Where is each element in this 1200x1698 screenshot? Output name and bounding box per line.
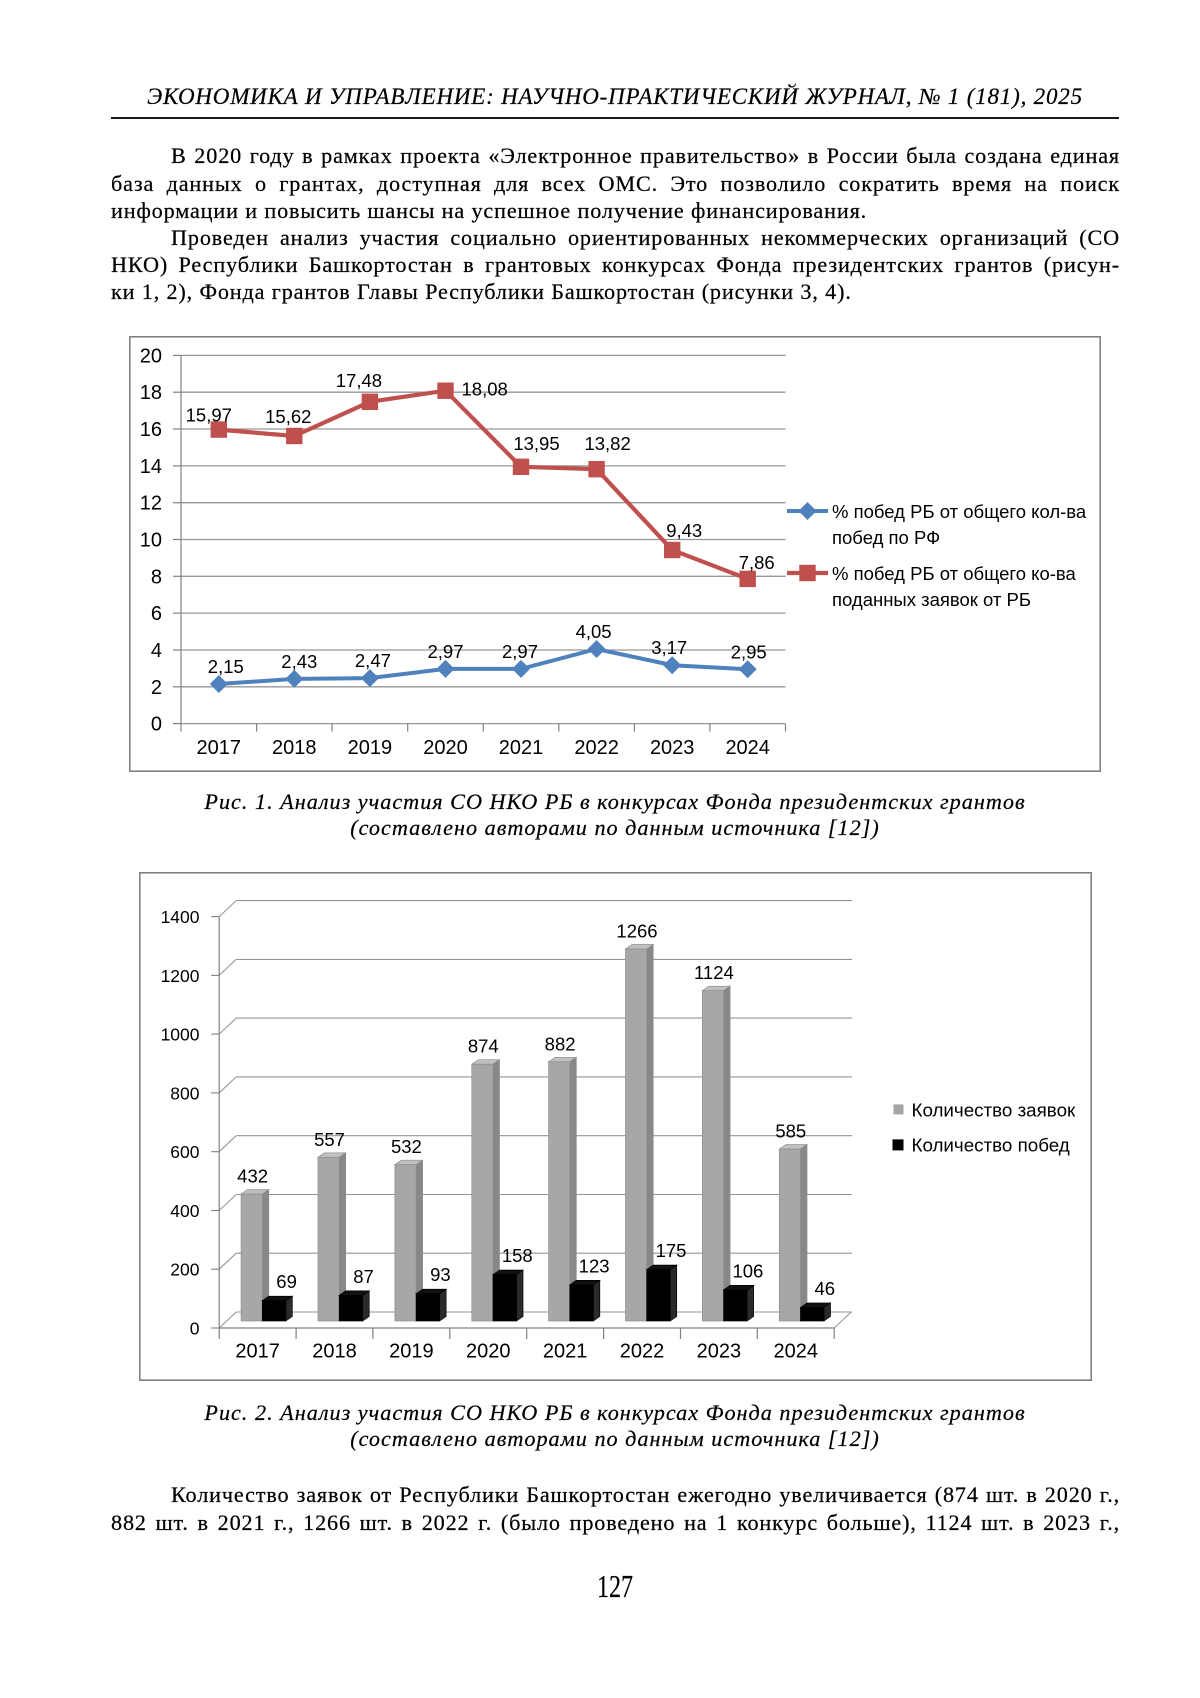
svg-text:557: 557 (314, 1128, 345, 1149)
svg-text:2019: 2019 (348, 737, 393, 759)
svg-text:2024: 2024 (725, 737, 770, 759)
svg-text:874: 874 (467, 1035, 498, 1056)
svg-text:7,86: 7,86 (739, 552, 775, 573)
svg-text:600: 600 (170, 1142, 199, 1162)
svg-text:800: 800 (170, 1083, 199, 1103)
svg-text:13,82: 13,82 (584, 433, 630, 454)
svg-text:532: 532 (390, 1136, 421, 1157)
svg-text:2,47: 2,47 (355, 650, 391, 671)
svg-text:2018: 2018 (272, 737, 317, 759)
svg-text:% побед РБ от общего ко-ва: % побед РБ от общего ко-ва (832, 563, 1077, 584)
svg-text:2022: 2022 (574, 737, 619, 759)
svg-text:0: 0 (189, 1318, 199, 1338)
svg-text:4: 4 (151, 640, 162, 662)
svg-text:15,97: 15,97 (186, 405, 232, 426)
svg-text:585: 585 (775, 1120, 806, 1141)
svg-text:106: 106 (732, 1260, 763, 1281)
svg-text:18: 18 (140, 382, 162, 404)
svg-text:46: 46 (814, 1278, 835, 1299)
svg-text:18,08: 18,08 (462, 379, 508, 400)
svg-text:побед по РФ: побед по РФ (832, 527, 940, 548)
svg-text:2022: 2022 (619, 1340, 664, 1362)
svg-text:175: 175 (655, 1240, 686, 1261)
svg-text:2,95: 2,95 (731, 641, 767, 662)
svg-text:2,97: 2,97 (427, 641, 463, 662)
svg-text:2,15: 2,15 (208, 656, 244, 677)
svg-text:1400: 1400 (160, 907, 199, 927)
svg-text:1266: 1266 (616, 920, 657, 941)
svg-text:% побед РБ от общего кол-ва: % побед РБ от общего кол-ва (832, 501, 1087, 522)
svg-text:2: 2 (151, 677, 162, 699)
svg-text:200: 200 (170, 1259, 199, 1279)
svg-text:400: 400 (170, 1201, 199, 1221)
svg-text:4,05: 4,05 (576, 621, 612, 642)
svg-text:15,62: 15,62 (265, 406, 311, 427)
svg-text:432: 432 (237, 1165, 268, 1186)
svg-text:Количество заявок: Количество заявок (911, 1099, 1076, 1120)
svg-text:2021: 2021 (499, 737, 544, 759)
svg-text:882: 882 (544, 1033, 575, 1054)
svg-text:20: 20 (140, 345, 162, 367)
svg-text:69: 69 (276, 1271, 297, 1292)
svg-text:10: 10 (140, 530, 162, 552)
svg-text:2020: 2020 (423, 737, 468, 759)
svg-text:8: 8 (151, 566, 162, 588)
svg-text:93: 93 (430, 1264, 451, 1285)
svg-text:2,97: 2,97 (502, 641, 538, 662)
svg-text:1000: 1000 (160, 1024, 199, 1044)
svg-text:123: 123 (578, 1255, 609, 1276)
svg-text:2019: 2019 (389, 1340, 434, 1362)
svg-text:1124: 1124 (694, 962, 734, 983)
svg-text:12: 12 (140, 493, 162, 515)
svg-text:9,43: 9,43 (666, 520, 702, 541)
svg-text:2,43: 2,43 (281, 651, 317, 672)
svg-text:2017: 2017 (197, 737, 242, 759)
svg-text:14: 14 (140, 456, 162, 478)
svg-text:2017: 2017 (235, 1340, 279, 1362)
svg-text:2023: 2023 (696, 1340, 741, 1362)
svg-text:2024: 2024 (773, 1340, 818, 1362)
svg-text:6: 6 (151, 603, 162, 625)
svg-text:158: 158 (501, 1245, 532, 1266)
svg-text:1200: 1200 (160, 965, 199, 985)
svg-text:13,95: 13,95 (513, 433, 559, 454)
svg-text:2018: 2018 (312, 1340, 357, 1362)
svg-text:16: 16 (140, 419, 162, 441)
svg-text:3,17: 3,17 (651, 637, 687, 658)
svg-text:87: 87 (353, 1265, 374, 1286)
svg-text:2020: 2020 (466, 1340, 511, 1362)
svg-text:2023: 2023 (650, 737, 695, 759)
svg-text:17,48: 17,48 (336, 370, 382, 391)
svg-text:0: 0 (151, 714, 162, 736)
svg-text:Количество побед: Количество побед (911, 1134, 1069, 1155)
svg-text:2021: 2021 (542, 1340, 587, 1362)
svg-text:поданных заявок от РБ: поданных заявок от РБ (832, 589, 1031, 610)
